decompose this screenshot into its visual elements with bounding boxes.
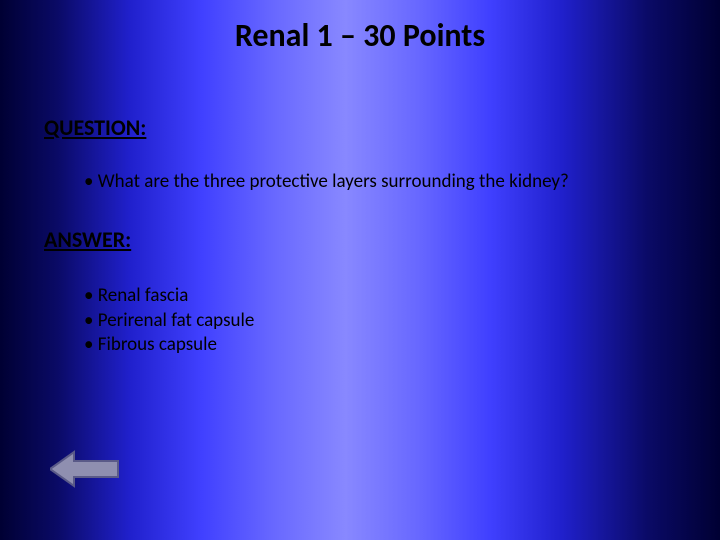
slide-title: Renal 1 – 30 Points <box>0 16 720 55</box>
answer-list: • Renal fascia • Perirenal fat capsule •… <box>84 284 254 358</box>
answer-label: ANSWER: <box>44 226 131 253</box>
question-text: • What are the three protective layers s… <box>84 170 604 195</box>
answer-item: • Perirenal fat capsule <box>84 309 254 334</box>
question-label: QUESTION: <box>44 114 146 141</box>
answer-item: • Renal fascia <box>84 284 254 309</box>
answer-item: • Fibrous capsule <box>84 333 254 358</box>
back-arrow-button[interactable] <box>50 450 120 488</box>
back-arrow-icon <box>50 450 120 488</box>
